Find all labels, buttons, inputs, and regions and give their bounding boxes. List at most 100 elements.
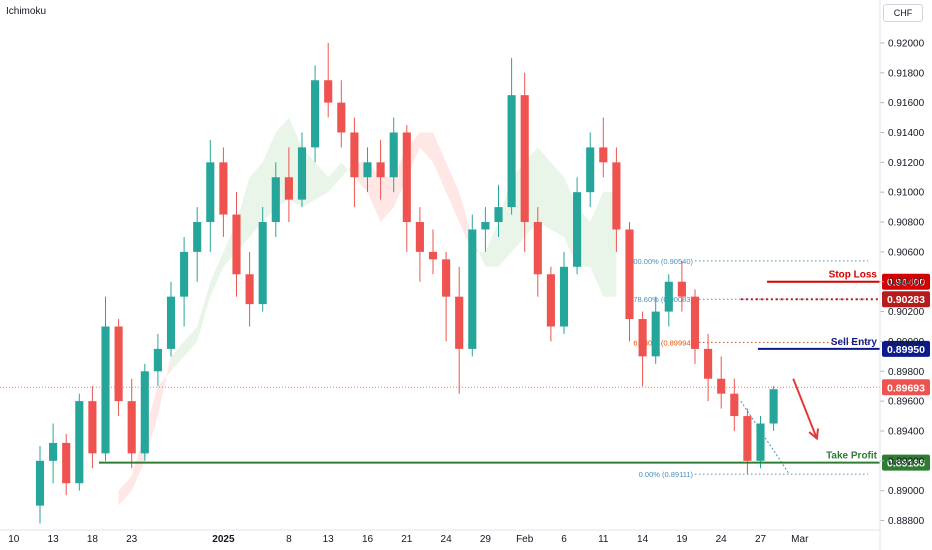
date-tick-label: 6	[561, 534, 567, 545]
candle-body	[677, 281, 686, 297]
candle-body	[206, 162, 215, 223]
trade-level-label: Sell Entry	[831, 337, 878, 348]
candle-body	[442, 259, 451, 297]
price-tag-value: 0.89950	[887, 344, 925, 356]
cloud-segment	[210, 251, 224, 297]
date-tick-label: 13	[323, 534, 335, 545]
projection-arrow-head	[808, 428, 820, 441]
candle-body	[389, 132, 398, 178]
candle-body	[140, 371, 149, 454]
price-tick-label: 0.90000	[888, 337, 925, 348]
candle-body	[232, 214, 241, 275]
candle-body	[337, 102, 346, 133]
candle-body	[180, 251, 189, 297]
candle-body	[507, 95, 516, 208]
candle-body	[245, 274, 254, 305]
candle-body	[284, 177, 293, 200]
candle-body	[756, 423, 765, 461]
candle-body	[324, 80, 333, 103]
candle-body	[559, 266, 569, 327]
price-tick-label: 0.89200	[888, 456, 925, 467]
candle-body	[599, 147, 608, 163]
candle-body	[586, 147, 595, 193]
date-tick-label: 10	[8, 534, 20, 545]
fib-level-label: 78.60% (0.90083)	[633, 295, 693, 304]
date-tick-label: 19	[676, 534, 688, 545]
candle-body	[363, 162, 372, 178]
cloud-segment	[184, 326, 198, 357]
price-tick-label: 0.91400	[888, 128, 925, 139]
candle-body	[520, 95, 529, 223]
date-tick-label: 11	[598, 534, 609, 545]
candle-body	[638, 319, 647, 357]
date-tick-label: 18	[87, 534, 99, 545]
candle-body	[35, 460, 45, 506]
last-price-tag-box	[882, 379, 930, 396]
candle-body	[573, 192, 582, 267]
candle-body	[494, 207, 503, 223]
price-tick-label: 0.91000	[888, 188, 925, 199]
price-tick-label: 0.89800	[888, 367, 925, 378]
date-tick-label: 23	[126, 534, 138, 545]
candle-body	[625, 229, 634, 320]
currency-badge[interactable]: CHF	[883, 4, 923, 22]
candle-body	[127, 401, 136, 454]
candle-body	[271, 177, 280, 223]
price-tick-label: 0.90800	[888, 218, 925, 229]
price-tag-value: 0.90400	[887, 277, 925, 289]
price-tick-label: 0.89400	[888, 426, 925, 437]
candle-body	[88, 401, 97, 454]
candle-body	[62, 442, 71, 484]
fib-level-label: 100.00% (0.90540)	[629, 257, 693, 266]
fib-level-label: 61.80% (0.89994)	[633, 338, 693, 347]
annotations	[792, 378, 820, 441]
cloud-segment	[590, 192, 604, 297]
date-tick-label: 14	[637, 534, 649, 545]
cloud-segment	[171, 341, 185, 372]
candle-body	[717, 378, 726, 394]
price-tick-label: 0.90200	[888, 307, 925, 318]
date-axis: 10 13 18 23 2025 8 13 16 21 24 29 Feb 6 11 14 19 24 27 Mar	[0, 529, 880, 545]
candle-body	[75, 401, 84, 484]
candle-body	[153, 348, 162, 372]
candle-body	[297, 147, 307, 200]
price-tick-label: 0.90400	[888, 277, 925, 288]
candle-body	[533, 222, 542, 275]
cloud-segment	[433, 132, 447, 193]
date-tick-label: 24	[716, 534, 728, 545]
candle-body	[415, 222, 424, 252]
trade-level-label: Take Profit	[826, 451, 878, 462]
cloud-segment	[446, 162, 460, 223]
date-tick-label: 24	[441, 534, 453, 545]
price-tick-label: 0.91800	[888, 68, 925, 79]
price-tick-label: 0.89000	[888, 486, 925, 497]
price-tag-box	[882, 291, 930, 308]
candle-body	[114, 326, 123, 402]
date-tick-label: 8	[286, 534, 292, 545]
candle-body	[49, 442, 58, 461]
date-tick-label: Feb	[516, 534, 534, 545]
candle-body	[546, 274, 555, 327]
candlestick-series	[35, 42, 778, 524]
candle-body	[651, 311, 660, 357]
date-tick-label: 13	[48, 534, 60, 545]
candle-body	[258, 222, 267, 305]
indicator-label: Ichimoku	[6, 6, 47, 17]
candle-body	[219, 162, 228, 215]
cloud-segment	[118, 475, 132, 506]
price-tick-label: 0.88800	[888, 516, 925, 527]
candle-body	[769, 389, 778, 424]
cloud-segment	[328, 162, 342, 193]
date-tick-label: Mar	[791, 534, 809, 545]
cloud-segment	[550, 162, 564, 237]
candle-body	[428, 251, 438, 260]
price-tag-box	[882, 273, 930, 290]
projection-arrow-shaft	[792, 378, 818, 439]
candle-body	[664, 281, 673, 312]
price-tick-label: 0.91200	[888, 158, 925, 169]
candle-body	[743, 416, 752, 461]
candle-body	[166, 296, 176, 349]
price-tag-value: 0.90283	[887, 294, 925, 306]
price-tick-label: 0.92000	[888, 38, 925, 49]
